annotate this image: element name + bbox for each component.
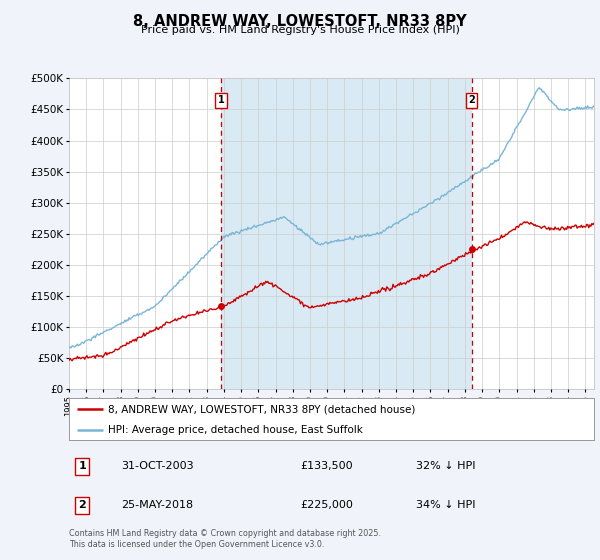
Bar <box>221 78 472 389</box>
Text: Contains HM Land Registry data © Crown copyright and database right 2025.
This d: Contains HM Land Registry data © Crown c… <box>69 529 381 549</box>
Text: 31-OCT-2003: 31-OCT-2003 <box>121 461 194 471</box>
Text: HPI: Average price, detached house, East Suffolk: HPI: Average price, detached house, East… <box>109 426 363 435</box>
Text: 2: 2 <box>78 501 86 510</box>
Text: 1: 1 <box>78 461 86 471</box>
Text: 2: 2 <box>468 95 475 105</box>
Text: £225,000: £225,000 <box>300 501 353 510</box>
Text: 1: 1 <box>218 95 224 105</box>
Text: 34% ↓ HPI: 34% ↓ HPI <box>415 501 475 510</box>
Text: 25-MAY-2018: 25-MAY-2018 <box>121 501 194 510</box>
Text: £133,500: £133,500 <box>300 461 353 471</box>
Text: 8, ANDREW WAY, LOWESTOFT, NR33 8PY: 8, ANDREW WAY, LOWESTOFT, NR33 8PY <box>133 14 467 29</box>
Text: Price paid vs. HM Land Registry's House Price Index (HPI): Price paid vs. HM Land Registry's House … <box>140 25 460 35</box>
Text: 32% ↓ HPI: 32% ↓ HPI <box>415 461 475 471</box>
Text: 8, ANDREW WAY, LOWESTOFT, NR33 8PY (detached house): 8, ANDREW WAY, LOWESTOFT, NR33 8PY (deta… <box>109 404 416 414</box>
